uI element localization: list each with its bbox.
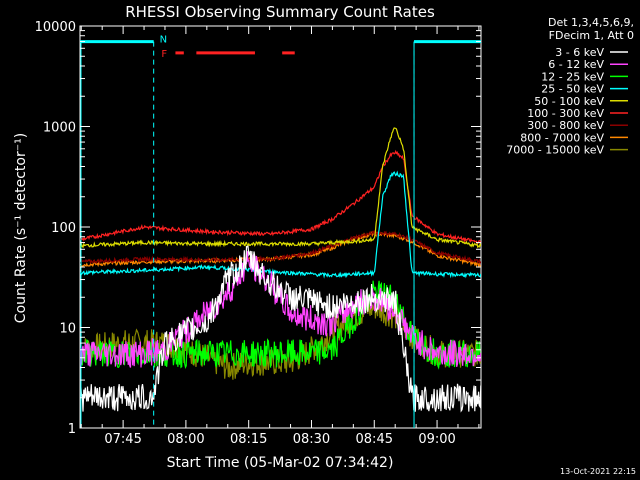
night-flag-label: N bbox=[160, 35, 167, 46]
series-line-8 bbox=[80, 230, 481, 268]
x-tick-label: 08:15 bbox=[230, 432, 267, 447]
series-line-9 bbox=[80, 296, 481, 380]
y-tick-label: 1000 bbox=[43, 121, 76, 136]
series-line-6 bbox=[80, 149, 481, 245]
x-tick-label: 08:45 bbox=[356, 432, 393, 447]
legend-label-5: 50 - 100 keV bbox=[534, 95, 604, 108]
footer-timestamp: 13-Oct-2021 22:15 bbox=[560, 467, 636, 476]
legend-header-line-2: FDecim 1, Att 0 bbox=[549, 29, 634, 42]
series-line-4 bbox=[80, 170, 481, 279]
x-tick-label: 08:30 bbox=[293, 432, 330, 447]
x-axis-label: Start Time (05-Mar-02 07:34:42) bbox=[167, 455, 394, 471]
legend-label-6: 100 - 300 keV bbox=[527, 107, 604, 120]
y-tick-label: 100 bbox=[51, 221, 76, 236]
series-line-7 bbox=[80, 229, 481, 266]
chart-title: RHESSI Observing Summary Count Rates bbox=[125, 3, 435, 21]
x-tick-label: 09:00 bbox=[418, 432, 455, 447]
y-tick-label: 1 bbox=[68, 422, 76, 437]
x-tick-label: 07:45 bbox=[104, 432, 141, 447]
y-axis: 1 10 100 1000 10000 bbox=[35, 20, 481, 437]
legend-label-3: 12 - 25 keV bbox=[541, 70, 604, 83]
x-axis: 07:45 08:00 08:15 08:30 08:45 09:00 bbox=[80, 26, 480, 447]
legend-label-9: 7000 - 15000 keV bbox=[506, 144, 604, 157]
flare-flag-label: F bbox=[161, 49, 167, 60]
legend-header-line-1: Det 1,3,4,5,6,9, bbox=[548, 16, 634, 29]
legend-label-1: 3 - 6 keV bbox=[555, 46, 604, 59]
legend-label-7: 300 - 800 keV bbox=[527, 119, 604, 132]
plot-area: NF bbox=[79, 25, 482, 429]
legend: Det 1,3,4,5,6,9, FDecim 1, Att 0 3 - 6 k… bbox=[506, 16, 634, 157]
legend-label-4: 25 - 50 keV bbox=[541, 83, 604, 96]
legend-label-2: 6 - 12 keV bbox=[548, 58, 604, 71]
legend-label-8: 800 - 7000 keV bbox=[520, 131, 604, 144]
series-group bbox=[80, 127, 481, 413]
y-tick-label: 10000 bbox=[35, 20, 76, 35]
y-tick-label: 10 bbox=[59, 322, 76, 337]
x-tick-label: 08:00 bbox=[167, 432, 204, 447]
y-axis-label: Count Rate (s⁻¹ detector⁻¹) bbox=[13, 133, 29, 323]
